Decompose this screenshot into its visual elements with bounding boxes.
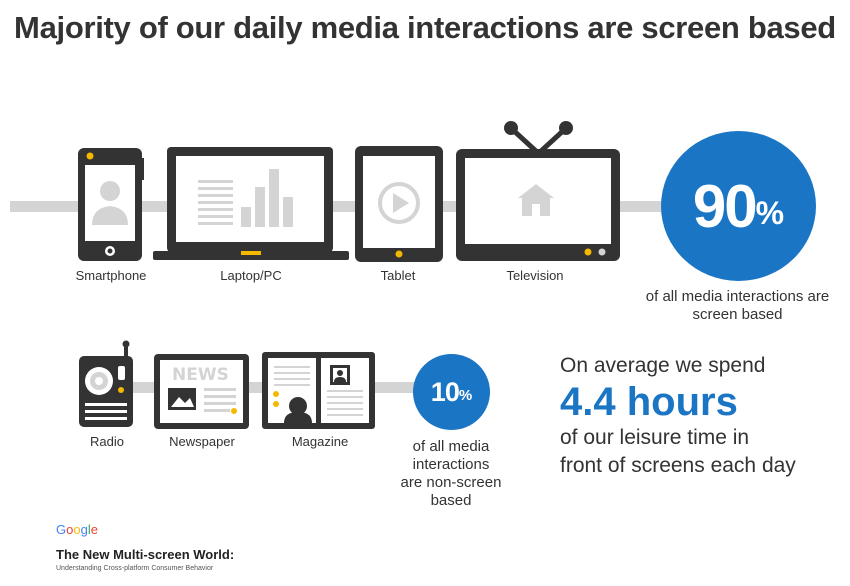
screen-stat-caption: of all media interactions are screen bas… <box>620 288 850 324</box>
tablet-icon <box>355 146 443 262</box>
google-logo-letter: o <box>73 522 81 537</box>
smartphone-icon <box>78 148 144 261</box>
nonscreen-caption-line1: of all media <box>412 438 490 455</box>
nonscreen-caption-line3: are non-screen <box>400 474 502 491</box>
screen-percentage-circle: 90% <box>661 131 816 281</box>
radio-icon <box>79 340 133 427</box>
device-label-laptop: Laptop/PC <box>220 268 282 283</box>
screen-timeline-track <box>10 201 670 212</box>
google-logo-letter: G <box>56 522 67 537</box>
device-label-tablet: Tablet <box>380 268 416 283</box>
nonscreen-caption-line2: interactions <box>412 456 490 473</box>
average-line2: of our leisure time in <box>560 426 750 449</box>
nonscreen-percentage-circle: 10% <box>413 354 490 430</box>
google-logo-letter: o <box>66 522 74 537</box>
page-title: Majority of our daily media interactions… <box>14 10 836 45</box>
device-label-smartphone: Smartphone <box>75 268 147 283</box>
average-line3: front of screens each day <box>560 454 796 477</box>
magazine-icon <box>262 352 375 429</box>
device-label-newspaper: Newspaper <box>169 434 235 449</box>
screen-percentage-value: 90 <box>692 172 758 240</box>
device-label-television: Television <box>506 268 564 283</box>
screen-stat-caption-line2: screen based <box>692 306 783 323</box>
nonscreen-stat-caption: of all media interactions are non-screen… <box>385 438 517 510</box>
average-hours: 4.4 hours <box>560 380 738 424</box>
google-logo-letter: g <box>80 522 88 537</box>
nonscreen-caption-line4: based <box>430 492 472 509</box>
device-label-radio: Radio <box>90 434 124 449</box>
nonscreen-percentage-value: 10 <box>430 376 460 407</box>
screen-stat-caption-line1: of all media interactions are <box>645 288 830 305</box>
newspaper-icon: NEWS <box>154 354 249 429</box>
google-logo-letter: l <box>87 522 91 537</box>
newspaper-masthead: NEWS <box>172 365 229 385</box>
nonscreen-timeline-track <box>80 382 430 393</box>
google-logo: Google <box>56 522 98 537</box>
google-logo-letter: e <box>90 522 98 537</box>
source-title: The New Multi-screen World: <box>56 547 235 562</box>
average-time-statement: On average we spend 4.4 hours of our lei… <box>560 352 845 480</box>
screen-percentage-unit: % <box>755 194 785 231</box>
television-icon <box>456 121 620 261</box>
laptop-icon <box>153 147 349 260</box>
device-label-magazine: Magazine <box>291 434 349 449</box>
average-line1: On average we spend <box>560 354 766 377</box>
nonscreen-percentage-unit: % <box>458 386 473 404</box>
source-subtitle: Understanding Cross-platform Consumer Be… <box>56 565 214 572</box>
